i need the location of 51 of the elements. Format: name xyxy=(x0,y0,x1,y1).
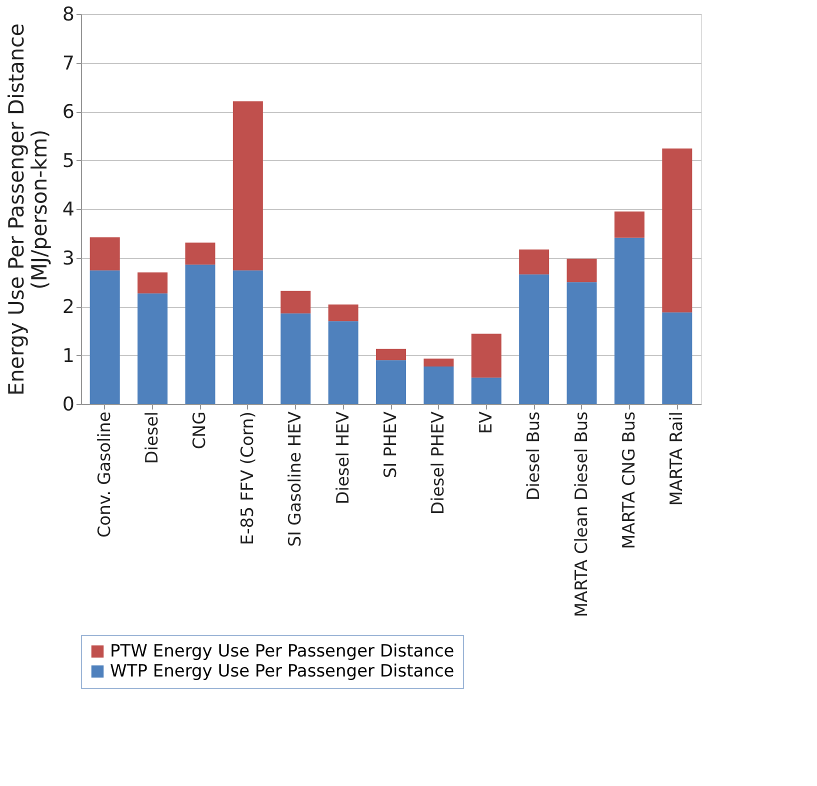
x-tick-label: CNG xyxy=(190,412,210,450)
bar xyxy=(376,348,406,360)
x-tick-label: MARTA Rail xyxy=(667,412,688,506)
y-tick-label: 2 xyxy=(62,296,74,318)
y-tick-label: 0 xyxy=(62,394,74,416)
bar xyxy=(232,101,263,270)
bar xyxy=(471,378,502,404)
bar xyxy=(138,272,168,294)
y-tick-label: 1 xyxy=(62,344,74,367)
bar xyxy=(232,270,263,404)
x-tick-label: SI PHEV xyxy=(381,411,401,478)
bar xyxy=(566,258,597,282)
bar xyxy=(376,360,406,404)
legend-label: WTP Energy Use Per Passenger Distance xyxy=(110,662,454,682)
x-tick-label: Diesel PHEV xyxy=(428,411,449,515)
y-tick-label: 4 xyxy=(62,198,74,220)
bar xyxy=(614,211,644,238)
bar xyxy=(280,313,311,404)
bar xyxy=(471,334,502,378)
bar xyxy=(90,270,120,404)
bar xyxy=(614,238,644,404)
x-tick-label: SI Gasoline HEV xyxy=(286,411,306,547)
legend-label: PTW Energy Use Per Passenger Distance xyxy=(110,642,454,662)
bar xyxy=(424,366,454,404)
bar xyxy=(90,237,120,270)
y-tick-label: 3 xyxy=(62,247,74,270)
bar xyxy=(519,249,550,274)
y-axis-title: Energy Use Per Passenger Distance (MJ/person-km) xyxy=(4,23,52,396)
bar xyxy=(328,321,358,404)
x-tick-label: Diesel Bus xyxy=(524,411,544,501)
x-tick-label: Diesel xyxy=(142,412,163,464)
bar xyxy=(280,290,311,314)
y-tick-label: 8 xyxy=(62,4,74,26)
x-tick-label: E-85 FFV (Corn) xyxy=(238,412,258,546)
bar xyxy=(185,242,216,265)
x-tick-label: Conv. Gasoline xyxy=(94,412,115,538)
bar xyxy=(185,264,216,404)
y-tick-label: 7 xyxy=(62,52,74,74)
bar xyxy=(662,148,692,312)
bar xyxy=(519,274,550,404)
x-tick-label: Diesel HEV xyxy=(333,411,354,504)
bar xyxy=(328,304,358,322)
bar xyxy=(566,282,597,404)
y-tick-label: 6 xyxy=(62,101,74,123)
x-tick-label: MARTA Clean Diesel Bus xyxy=(572,411,592,618)
y-tick-label: 5 xyxy=(62,150,74,172)
bar xyxy=(662,312,692,404)
bar xyxy=(138,293,168,404)
x-tick-label: EV xyxy=(476,411,496,434)
bar xyxy=(424,358,454,366)
x-tick-label: MARTA CNG Bus xyxy=(619,411,640,549)
